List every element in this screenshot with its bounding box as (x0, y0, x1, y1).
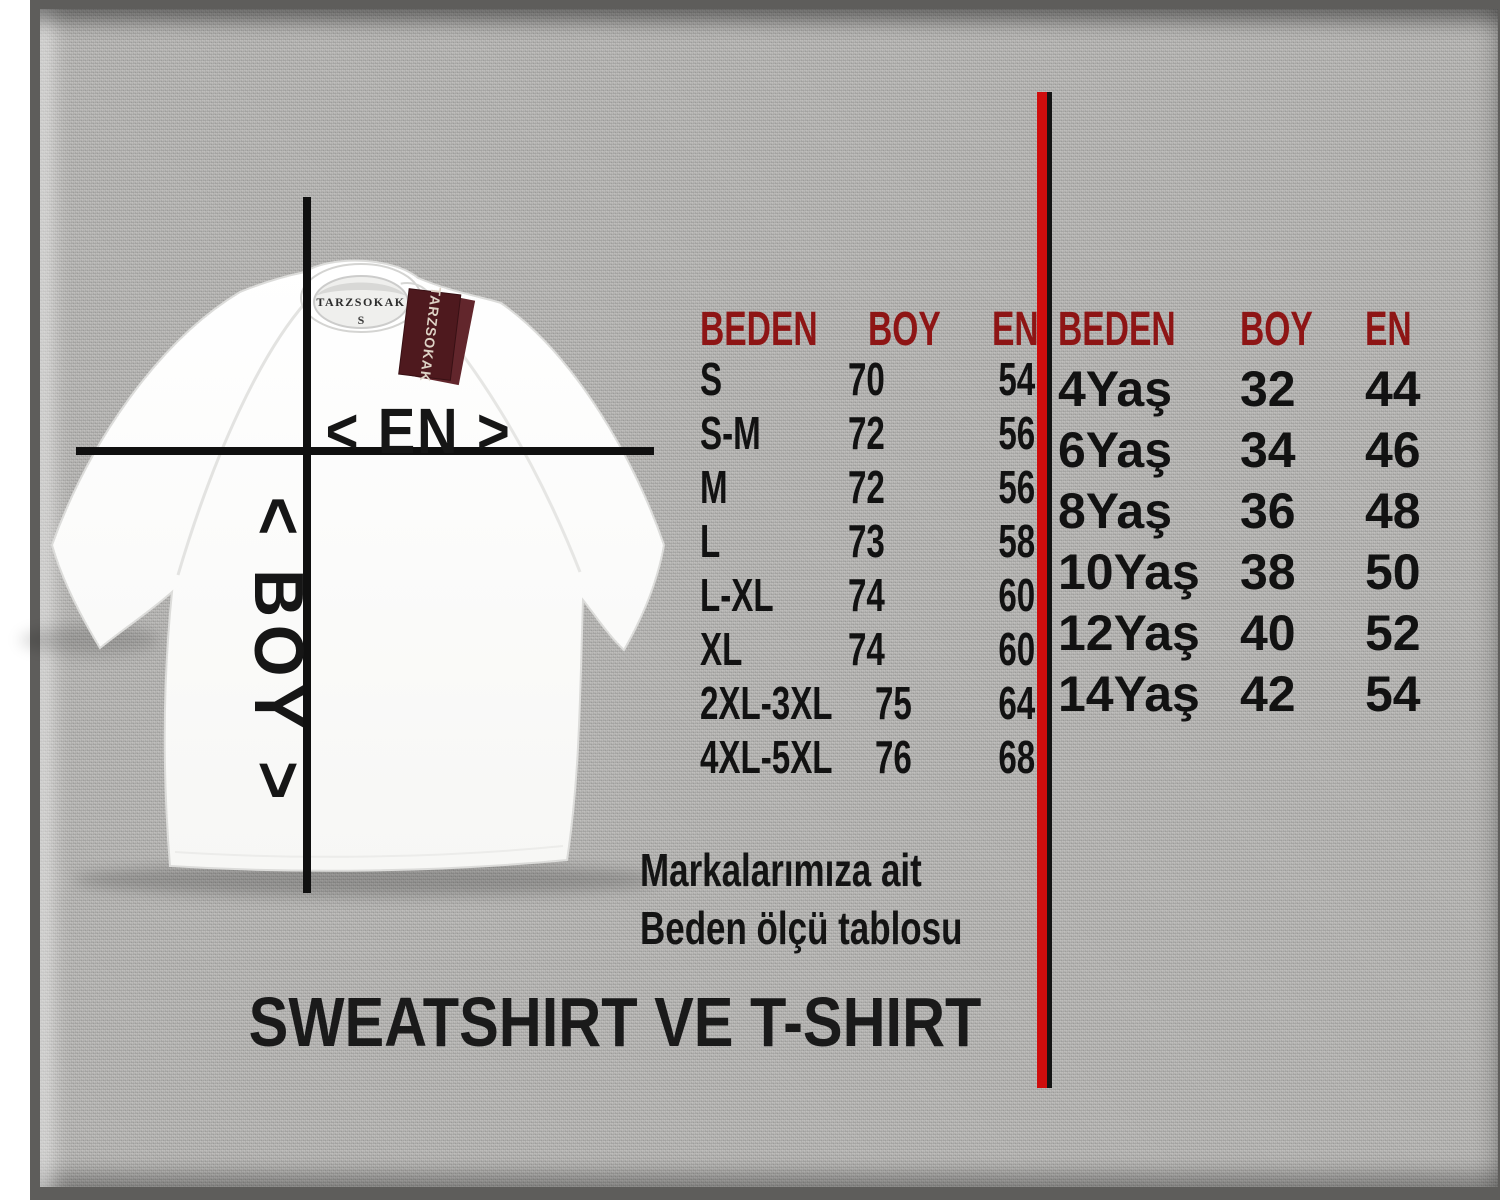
boy-value: 40 (1240, 604, 1296, 661)
tshirt-graphic: TARZSOKAK S TARZSOKAK (20, 259, 666, 896)
age-label: 12Yaş (1058, 604, 1200, 661)
adult-header-boy: BOY (868, 302, 941, 356)
boy-value: 72 (848, 461, 886, 513)
en-value: 44 (1365, 360, 1421, 417)
table-row: L-XL 74 60 (700, 568, 1035, 622)
kids-table-header: BEDEN BOY EN (1058, 303, 1433, 356)
table-caption: Markalarımıza ait Beden ölçü tablosu (640, 841, 1064, 957)
boy-value: 75 (875, 677, 912, 729)
age-label: 6Yaş (1058, 421, 1173, 478)
collar-inner-shadow (316, 282, 406, 296)
en-value: 50 (1365, 543, 1421, 600)
table-row: 4Yaş 32 44 (1058, 358, 1433, 419)
size-label: L-XL (700, 569, 774, 621)
adult-header-en: EN (992, 302, 1039, 356)
boy-value: 70 (848, 353, 886, 405)
age-label: 10Yaş (1058, 543, 1200, 600)
size-label: 2XL-3XL (700, 677, 833, 729)
boy-value: 34 (1240, 421, 1296, 478)
table-row: 2XL-3XL 75 64 (700, 676, 1035, 730)
table-row: S 70 54 (700, 352, 1035, 406)
table-row: 8Yaş 36 48 (1058, 480, 1433, 541)
kids-header-en: EN (1365, 302, 1412, 356)
hang-tag-front (398, 288, 462, 381)
kids-size-table: 4Yaş 32 44 6Yaş 34 46 8Yaş 36 48 10Yaş 3… (1058, 358, 1433, 724)
boy-value: 36 (1240, 482, 1296, 539)
hem-stitch (174, 845, 564, 858)
shirt-body (50, 259, 666, 872)
en-value: 54 (1365, 665, 1421, 722)
en-value: 60 (998, 623, 1035, 675)
size-label: S (700, 353, 723, 405)
size-label: XL (700, 623, 743, 675)
table-row: S-M 72 56 (700, 406, 1035, 460)
length-arrow-label: < BOY > (240, 496, 318, 808)
en-value: 52 (1365, 604, 1421, 661)
width-arrow-label: < EN > (313, 394, 513, 468)
bottom-title-text: SWEATSHIRT VE T-SHIRT (248, 983, 982, 1061)
boy-value: 74 (848, 623, 886, 675)
kids-header-beden: BEDEN (1058, 302, 1176, 356)
en-value: 58 (998, 515, 1035, 567)
size-label: S-M (700, 407, 761, 459)
divider-black-line (1047, 92, 1052, 1088)
picture-frame (30, 0, 1500, 1200)
width-arrow-text: < EN > (325, 395, 512, 467)
caption-line-2: Beden ölçü tablosu (640, 902, 963, 954)
en-value: 46 (1365, 421, 1421, 478)
hang-tag: TARZSOKAK (398, 282, 476, 386)
age-label: 8Yaş (1058, 482, 1173, 539)
table-row: 14Yaş 42 54 (1058, 663, 1433, 724)
width-measure-line (76, 447, 654, 455)
en-value: 54 (998, 353, 1035, 405)
kids-header-boy: BOY (1240, 302, 1313, 356)
boy-value: 72 (848, 407, 886, 459)
table-row: 6Yaş 34 46 (1058, 419, 1433, 480)
bottom-title: SWEATSHIRT VE T-SHIRT (150, 982, 1080, 1062)
adult-size-table: S 70 54 S-M 72 56 M 72 56 L 73 58 L-XL 7… (700, 352, 1035, 784)
boy-value: 42 (1240, 665, 1296, 722)
shirt-shadow (73, 864, 663, 896)
size-label: 4XL-5XL (700, 731, 833, 783)
raglan-seam-left (176, 301, 308, 576)
table-row: L 73 58 (700, 514, 1035, 568)
table-row: 4XL-5XL 76 68 (700, 730, 1035, 784)
table-row: 10Yaş 38 50 (1058, 541, 1433, 602)
en-value: 64 (998, 677, 1035, 729)
size-label: L (700, 515, 721, 567)
en-value: 56 (998, 407, 1035, 459)
boy-value: 73 (848, 515, 886, 567)
size-label: M (700, 461, 728, 513)
table-row: XL 74 60 (700, 622, 1035, 676)
age-label: 14Yaş (1058, 665, 1200, 722)
boy-value: 76 (875, 731, 912, 783)
adult-header-beden: BEDEN (700, 302, 818, 356)
age-label: 4Yaş (1058, 360, 1173, 417)
table-row: M 72 56 (700, 460, 1035, 514)
boy-value: 74 (848, 569, 886, 621)
en-value: 48 (1365, 482, 1421, 539)
boy-value: 32 (1240, 360, 1296, 417)
en-value: 56 (998, 461, 1035, 513)
neck-label-size: S (358, 313, 365, 327)
divider-red-line (1037, 92, 1047, 1088)
sleeve-shadow (20, 626, 160, 654)
en-value: 60 (998, 569, 1035, 621)
length-measure-line (303, 197, 311, 893)
en-value: 68 (998, 731, 1035, 783)
boy-value: 38 (1240, 543, 1296, 600)
neck-label-brand: TARZSOKAK (316, 295, 405, 309)
caption-line-1: Markalarımıza ait (640, 844, 922, 896)
table-row: 12Yaş 40 52 (1058, 602, 1433, 663)
adult-table-header: BEDEN BOY EN (700, 303, 1039, 356)
